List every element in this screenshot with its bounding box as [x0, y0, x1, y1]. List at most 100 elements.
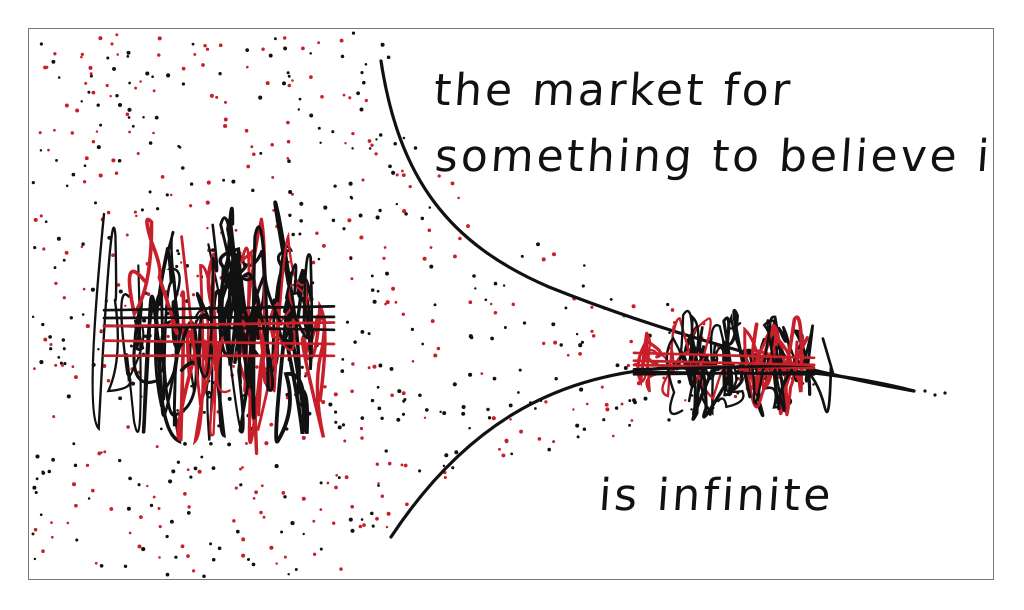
- stipple-dot: [158, 556, 161, 559]
- stipple-dot: [342, 227, 346, 231]
- stipple-dot: [103, 450, 107, 454]
- stipple-dot: [299, 201, 304, 206]
- caption-line-2: something to believe in: [433, 131, 994, 182]
- stipple-dot: [430, 319, 435, 324]
- stipple-dot: [165, 534, 169, 539]
- stipple-dot: [291, 79, 294, 82]
- stipple-dot: [64, 103, 69, 108]
- stipple-dot: [474, 287, 477, 290]
- stipple-dot: [166, 73, 171, 78]
- stipple-dot: [358, 524, 363, 529]
- stipple-dot: [332, 521, 336, 525]
- stipple-dot: [630, 419, 634, 422]
- stipple-dot: [468, 372, 473, 377]
- stipple-dot: [370, 143, 374, 147]
- stipple-dot: [374, 152, 378, 156]
- scribble-stroke: [632, 351, 816, 360]
- stipple-dot: [215, 95, 219, 99]
- stipple-dot: [439, 410, 442, 414]
- stipple-dot: [348, 517, 353, 522]
- stipple-dot: [520, 254, 524, 258]
- stipple-dot: [376, 289, 380, 293]
- stipple-dot: [191, 293, 196, 297]
- stipple-dot: [47, 148, 50, 152]
- stipple-dot: [466, 224, 470, 229]
- stipple-dot: [74, 503, 78, 508]
- scribble-stroke: [102, 339, 336, 346]
- stipple-dot: [57, 76, 61, 79]
- stipple-dot: [112, 66, 116, 71]
- stipple-dot: [139, 80, 142, 83]
- stipple-dot: [286, 139, 291, 144]
- stipple-dot: [205, 200, 210, 205]
- stipple-dot: [368, 147, 372, 150]
- stipple-dot: [501, 453, 506, 458]
- stipple-dot: [75, 108, 80, 113]
- stipple-dot: [106, 56, 110, 60]
- stipple-dot: [128, 130, 132, 134]
- stipple-dot: [211, 466, 216, 470]
- stipple-dot: [118, 396, 123, 401]
- stipple-dot: [62, 258, 66, 262]
- stipple-dot: [246, 65, 249, 69]
- stipple-dot: [401, 412, 406, 416]
- stipple-dot: [405, 502, 409, 507]
- stipple-dot: [290, 521, 295, 526]
- stipple-dot: [429, 246, 433, 249]
- stipple-dot: [206, 226, 209, 230]
- stipple-dot: [281, 491, 286, 495]
- stipple-dot: [442, 464, 446, 468]
- stipple-dot: [62, 347, 66, 351]
- stipple-dot: [51, 59, 56, 64]
- stipple-dot: [551, 322, 556, 327]
- stipple-dot: [341, 423, 346, 427]
- stipple-dot: [232, 364, 235, 368]
- stipple-dot: [319, 141, 322, 145]
- stipple-dot: [80, 52, 84, 56]
- stipple-dot: [31, 315, 35, 319]
- stipple-dot: [80, 55, 83, 59]
- stipple-dot: [87, 497, 91, 500]
- stipple-dot: [223, 100, 228, 104]
- stipple-dot: [331, 218, 336, 223]
- stipple-dot: [209, 93, 214, 98]
- stipple-dot: [288, 190, 293, 194]
- stipple-dot: [542, 341, 546, 346]
- stipple-dot: [469, 335, 474, 340]
- stipple-dot: [408, 184, 412, 189]
- stipple-dot: [583, 264, 586, 267]
- stipple-dot: [461, 411, 466, 416]
- stipple-dot: [176, 249, 180, 253]
- stipple-dot: [328, 402, 333, 407]
- stipple-dot: [142, 115, 145, 119]
- stipple-dot: [375, 462, 379, 466]
- stipple-dot: [197, 469, 202, 474]
- stipple-dot: [260, 484, 264, 488]
- stipple-dot: [312, 519, 316, 523]
- stipple-dot: [33, 246, 37, 250]
- stipple-dot: [169, 519, 174, 524]
- stipple-dot: [57, 355, 61, 359]
- stipple-dot: [111, 253, 115, 257]
- stipple-dot: [614, 406, 619, 410]
- stipple-dot: [420, 216, 425, 221]
- stipple-dot: [56, 236, 61, 241]
- stipple-dot: [227, 396, 232, 401]
- cartoon-frame: the market for something to believe in i…: [28, 28, 994, 580]
- stipple-dot: [302, 532, 305, 536]
- stipple-dot: [351, 147, 354, 150]
- stipple-dot: [666, 302, 670, 307]
- stipple-dot: [377, 406, 382, 411]
- stipple-dot: [360, 416, 365, 420]
- stipple-dot: [298, 232, 302, 236]
- stipple-dot: [509, 418, 512, 421]
- stipple-dot: [632, 398, 636, 403]
- stipple-dot: [667, 418, 671, 422]
- stipple-dot: [222, 178, 226, 182]
- stipple-dot: [148, 141, 153, 145]
- stipple-dot: [87, 90, 91, 94]
- stipple-dot: [444, 453, 449, 458]
- stipple-dot: [602, 418, 606, 422]
- stipple-dot: [410, 327, 415, 332]
- stipple-dot: [643, 396, 648, 401]
